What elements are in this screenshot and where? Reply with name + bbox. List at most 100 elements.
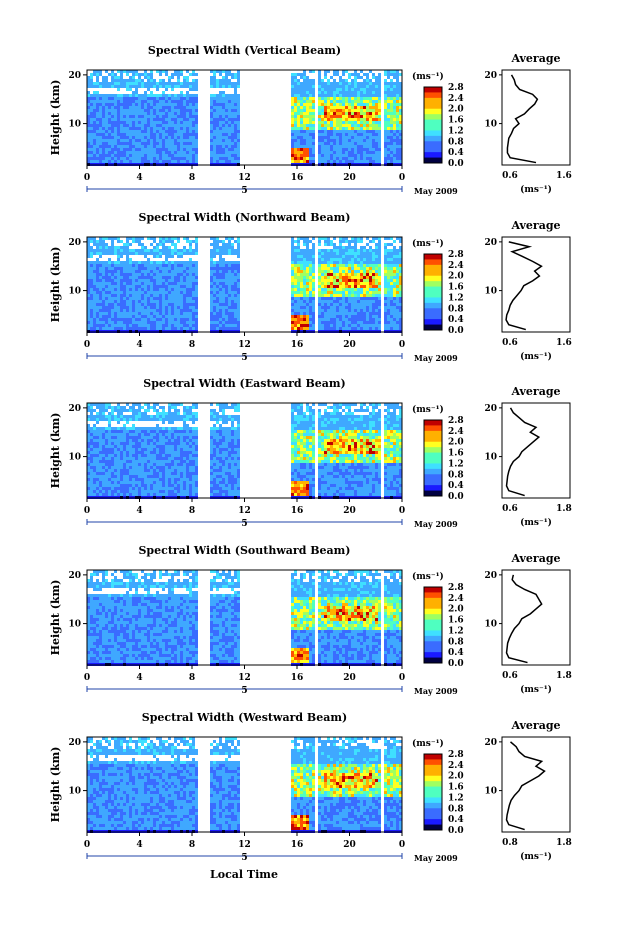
heatmap-cell [171, 264, 174, 267]
heatmap-cell [375, 82, 378, 85]
heatmap-cell [375, 237, 378, 240]
heatmap-cell [111, 127, 114, 130]
heatmap-cell [162, 151, 165, 154]
heatmap-cell [330, 279, 333, 282]
heatmap-cell [231, 270, 234, 273]
heatmap-cell [225, 94, 228, 97]
heatmap-cell [297, 130, 300, 133]
heatmap-cell [117, 240, 120, 243]
heatmap-cell [318, 273, 321, 276]
heatmap-cell [114, 327, 117, 330]
heatmap-cell [150, 291, 153, 294]
heatmap-cell [213, 82, 216, 85]
heatmap-cell [216, 264, 219, 267]
heatmap-cell [342, 267, 345, 270]
heatmap-cell [111, 276, 114, 279]
heatmap-cell [393, 70, 396, 73]
heatmap-cell [162, 70, 165, 73]
heatmap-cell [348, 243, 351, 246]
heatmap-cell [297, 264, 300, 267]
heatmap-cell [96, 76, 99, 79]
heatmap-cell [195, 133, 198, 136]
colorbar-swatch [424, 114, 442, 121]
heatmap-cell [120, 255, 123, 258]
heatmap-cell [354, 88, 357, 91]
heatmap-cell [387, 130, 390, 133]
heatmap-cell [354, 115, 357, 118]
heatmap-cell [219, 148, 222, 151]
heatmap-cell [345, 118, 348, 121]
heatmap-cell [384, 82, 387, 85]
heatmap-cell [186, 130, 189, 133]
heatmap-cell [363, 303, 366, 306]
heatmap-cell [345, 94, 348, 97]
heatmap-cell [96, 270, 99, 273]
heatmap-cell [327, 318, 330, 321]
heatmap-cell [90, 240, 93, 243]
heatmap-cell [126, 73, 129, 76]
heatmap-cell [345, 282, 348, 285]
heatmap-cell [327, 270, 330, 273]
heatmap-cell [132, 318, 135, 321]
heatmap-cell [192, 142, 195, 145]
heatmap-cell [354, 103, 357, 106]
heatmap-cell [216, 118, 219, 121]
heatmap-cell [114, 303, 117, 306]
heatmap-cell [159, 255, 162, 258]
heatmap-cell [180, 273, 183, 276]
heatmap-cell [90, 267, 93, 270]
colorbar-swatch [424, 270, 442, 277]
heatmap-cell [378, 318, 381, 321]
heatmap-cell [210, 70, 213, 73]
heatmap-cell [171, 279, 174, 282]
heatmap-cell [183, 118, 186, 121]
heatmap-cell [321, 255, 324, 258]
heatmap-cell [351, 94, 354, 97]
heatmap-cell [120, 82, 123, 85]
heatmap-cell [174, 151, 177, 154]
heatmap-cell [321, 270, 324, 273]
heatmap-cell [366, 303, 369, 306]
heatmap-cell [297, 124, 300, 127]
heatmap-cell [177, 291, 180, 294]
heatmap-cell [327, 157, 330, 160]
heatmap-cell [399, 327, 402, 330]
heatmap-cell [138, 142, 141, 145]
heatmap-cell [96, 118, 99, 121]
heatmap-cell [150, 85, 153, 88]
heatmap-cell [111, 324, 114, 327]
heatmap-cell [357, 91, 360, 94]
heatmap-cell [231, 142, 234, 145]
heatmap-cell [396, 121, 399, 124]
heatmap-cell [228, 327, 231, 330]
heatmap-cell [87, 145, 90, 148]
heatmap-cell [231, 237, 234, 240]
heatmap-cell [345, 276, 348, 279]
heatmap-cell [210, 142, 213, 145]
heatmap-cell [297, 297, 300, 300]
colorbar-swatch [424, 119, 442, 126]
heatmap-cell [219, 70, 222, 73]
heatmap-cell [228, 291, 231, 294]
heatmap-cell [342, 94, 345, 97]
heatmap-cell [396, 79, 399, 82]
heatmap-cell [399, 85, 402, 88]
heatmap-cell [357, 315, 360, 318]
heatmap-cell [156, 124, 159, 127]
heatmap-cell [303, 237, 306, 240]
heatmap-cell [144, 118, 147, 121]
heatmap-cell [312, 261, 315, 264]
heatmap-cell [123, 300, 126, 303]
heatmap-cells [87, 237, 402, 333]
heatmap-cell [147, 94, 150, 97]
heatmap-cell [297, 282, 300, 285]
heatmap-cell [189, 309, 192, 312]
heatmap-cell [336, 309, 339, 312]
heatmap-cell [312, 124, 315, 127]
heatmap-cell [117, 261, 120, 264]
heatmap-cell [195, 324, 198, 327]
heatmap-cell [378, 312, 381, 315]
heatmap-cell [237, 124, 240, 127]
heatmap-cell [363, 267, 366, 270]
heatmap-cell [126, 255, 129, 258]
